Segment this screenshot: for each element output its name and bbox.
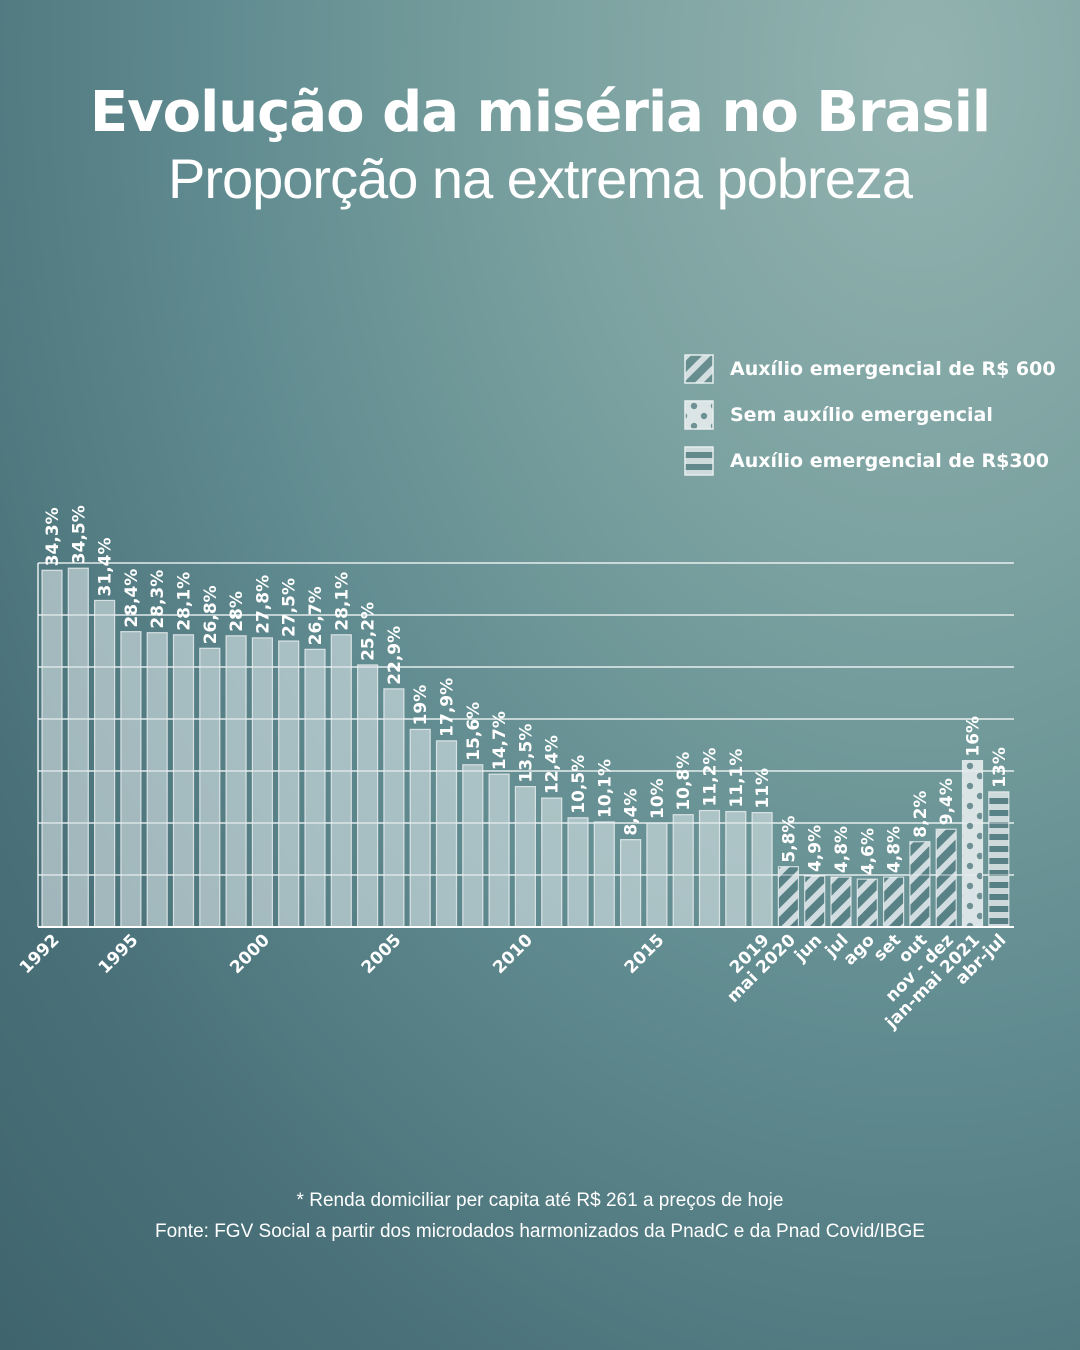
value-label: 16% (964, 716, 984, 757)
legend-label: Auxílio emergencial de R$ 600 (730, 358, 1056, 380)
bar-mai2020 (777, 866, 800, 928)
value-label: 11,2% (701, 748, 721, 807)
value-label: 28,1% (175, 572, 195, 631)
value-label: 19% (411, 685, 431, 726)
bar-2000 (251, 637, 273, 928)
value-label: 14,7% (490, 711, 510, 770)
value-label: 27,5% (280, 578, 300, 637)
bar-2015 (646, 822, 668, 928)
value-label: 4,8% (832, 826, 852, 873)
bar-2011 (541, 797, 563, 928)
bar-2010 (514, 786, 537, 928)
value-label: 13% (990, 747, 1010, 788)
chart-subtitle: Proporção na extrema pobreza (168, 147, 913, 210)
bar-2006 (409, 728, 431, 928)
value-label: 26,7% (306, 586, 326, 645)
tick-label: 2005 (358, 930, 406, 978)
value-label: 28,3% (148, 570, 168, 629)
value-label: 27,8% (253, 575, 273, 634)
legend: Auxílio emergencial de R$ 600 Sem auxíli… (684, 346, 1056, 484)
value-label: 22,9% (385, 626, 405, 685)
bar-2003 (330, 634, 352, 928)
bar-2013 (593, 821, 615, 928)
value-label: 28,4% (122, 569, 142, 628)
bar-2018 (725, 810, 747, 928)
value-label: 25,2% (359, 602, 379, 661)
value-label: 13,5% (516, 724, 536, 783)
bar-jan-mai2021 (961, 760, 984, 928)
bar-2005 (383, 688, 405, 928)
legend-item-600: Auxílio emergencial de R$ 600 (684, 346, 1056, 392)
bar-2017 (698, 809, 721, 928)
tick-label: 2010 (489, 930, 537, 978)
bar-1995 (120, 631, 142, 928)
tick-label: jun (790, 930, 826, 966)
bar-out (909, 841, 931, 928)
source: Fonte: FGV Social a partir dos microdado… (155, 1221, 925, 1242)
dots-swatch-icon (684, 400, 714, 430)
horizontal-swatch-icon (684, 446, 714, 476)
bar-2008 (462, 764, 484, 928)
tick-label: 2015 (621, 930, 669, 978)
bar-nov-dez (935, 828, 957, 928)
legend-item-300: Auxílio emergencial de R$300 (684, 438, 1056, 484)
value-label: 10,1% (595, 759, 615, 818)
value-label: 4,8% (885, 826, 905, 873)
bar-2004 (357, 664, 379, 928)
bar-2016 (672, 814, 694, 928)
bar-1992 (41, 569, 63, 928)
value-label: 28,1% (332, 572, 352, 631)
value-label: 11% (753, 768, 773, 809)
bar-2009 (488, 773, 510, 928)
value-label: 10,8% (674, 752, 694, 811)
bar-jul (830, 876, 852, 928)
value-label: 34,5% (69, 505, 89, 564)
bar-2001 (278, 640, 300, 928)
value-label: 15,6% (464, 702, 484, 761)
value-label: 17,9% (438, 678, 458, 737)
bar-2019 (751, 812, 773, 928)
value-label: 8,2% (911, 791, 931, 838)
value-label: 10,5% (569, 755, 589, 814)
bar-2007 (435, 740, 458, 928)
value-label: 4,6% (858, 828, 878, 875)
legend-item-sem: Sem auxílio emergencial (684, 392, 1056, 438)
value-label: 34,3% (43, 507, 63, 566)
bar-1996 (146, 632, 168, 928)
tick-label: 1992 (16, 930, 64, 978)
value-label: 12,4% (543, 735, 563, 794)
value-label: 4,9% (806, 825, 826, 872)
footnote: * Renda domiciliar per capita até R$ 261… (296, 1190, 784, 1211)
diagonal-swatch-icon (684, 354, 714, 384)
bar-1993 (67, 567, 89, 928)
value-label: 31,4% (96, 537, 116, 596)
bar-2002 (304, 648, 326, 928)
value-label: 8,4% (622, 788, 642, 835)
value-label: 10% (648, 778, 668, 819)
bar-ago (856, 878, 878, 928)
value-label: 5,8% (779, 816, 799, 863)
bar-1994 (93, 599, 116, 928)
tick-label: 2000 (226, 930, 274, 978)
legend-label: Auxílio emergencial de R$300 (730, 450, 1049, 472)
bar-set (882, 876, 905, 928)
chart-title: Evolução da miséria no Brasil (89, 80, 991, 145)
value-label: 9,4% (937, 778, 957, 825)
bar-chart: 34,3% 1992 34,5% 31,4% 28,4% 1995 28,3% 28,1% 26… (16, 505, 1014, 1033)
bar-1997 (172, 634, 195, 928)
bar-2012 (567, 817, 589, 928)
value-label: 11,1% (727, 749, 747, 808)
tick-label: 1995 (95, 930, 143, 978)
bar-1998 (199, 647, 221, 928)
legend-label: Sem auxílio emergencial (730, 404, 993, 426)
bar-jun (804, 875, 826, 928)
bar-abr-jul (988, 791, 1010, 928)
bar-2014 (619, 839, 642, 928)
value-label: 26,8% (201, 585, 221, 644)
bar-1999 (225, 635, 247, 928)
value-label: 28% (227, 591, 247, 632)
